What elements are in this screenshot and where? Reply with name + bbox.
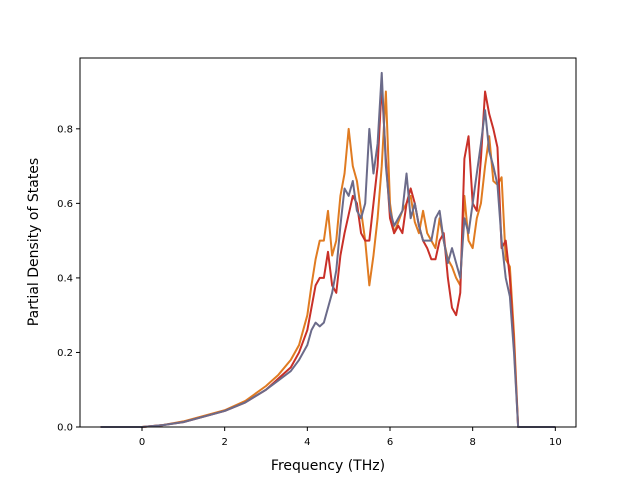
series-line-3 [100, 71, 556, 428]
y-tick-label: 0.6 [57, 199, 73, 210]
x-axis-label: Frequency (THz) [271, 458, 385, 474]
y-tick-label: 0.8 [57, 124, 73, 135]
x-tick-label: 4 [304, 437, 310, 448]
y-axis-label: Partial Density of States [26, 158, 42, 326]
y-tick-label: 0.0 [57, 423, 73, 434]
y-tick-label: 0.2 [57, 348, 73, 359]
x-tick-label: 6 [387, 437, 393, 448]
y-tick-label: 0.4 [57, 273, 73, 284]
plot-area [79, 57, 577, 428]
series-layer [100, 71, 556, 428]
x-tick-label: 0 [139, 437, 145, 448]
axes-frame [79, 57, 577, 428]
x-tick-label: 10 [549, 437, 562, 448]
y-ticks: 0.0 0.2 0.4 0.6 0.8 [57, 124, 80, 434]
x-ticks: 0 2 4 6 8 10 [139, 427, 562, 448]
x-tick-label: 8 [469, 437, 475, 448]
x-tick-label: 2 [221, 437, 227, 448]
